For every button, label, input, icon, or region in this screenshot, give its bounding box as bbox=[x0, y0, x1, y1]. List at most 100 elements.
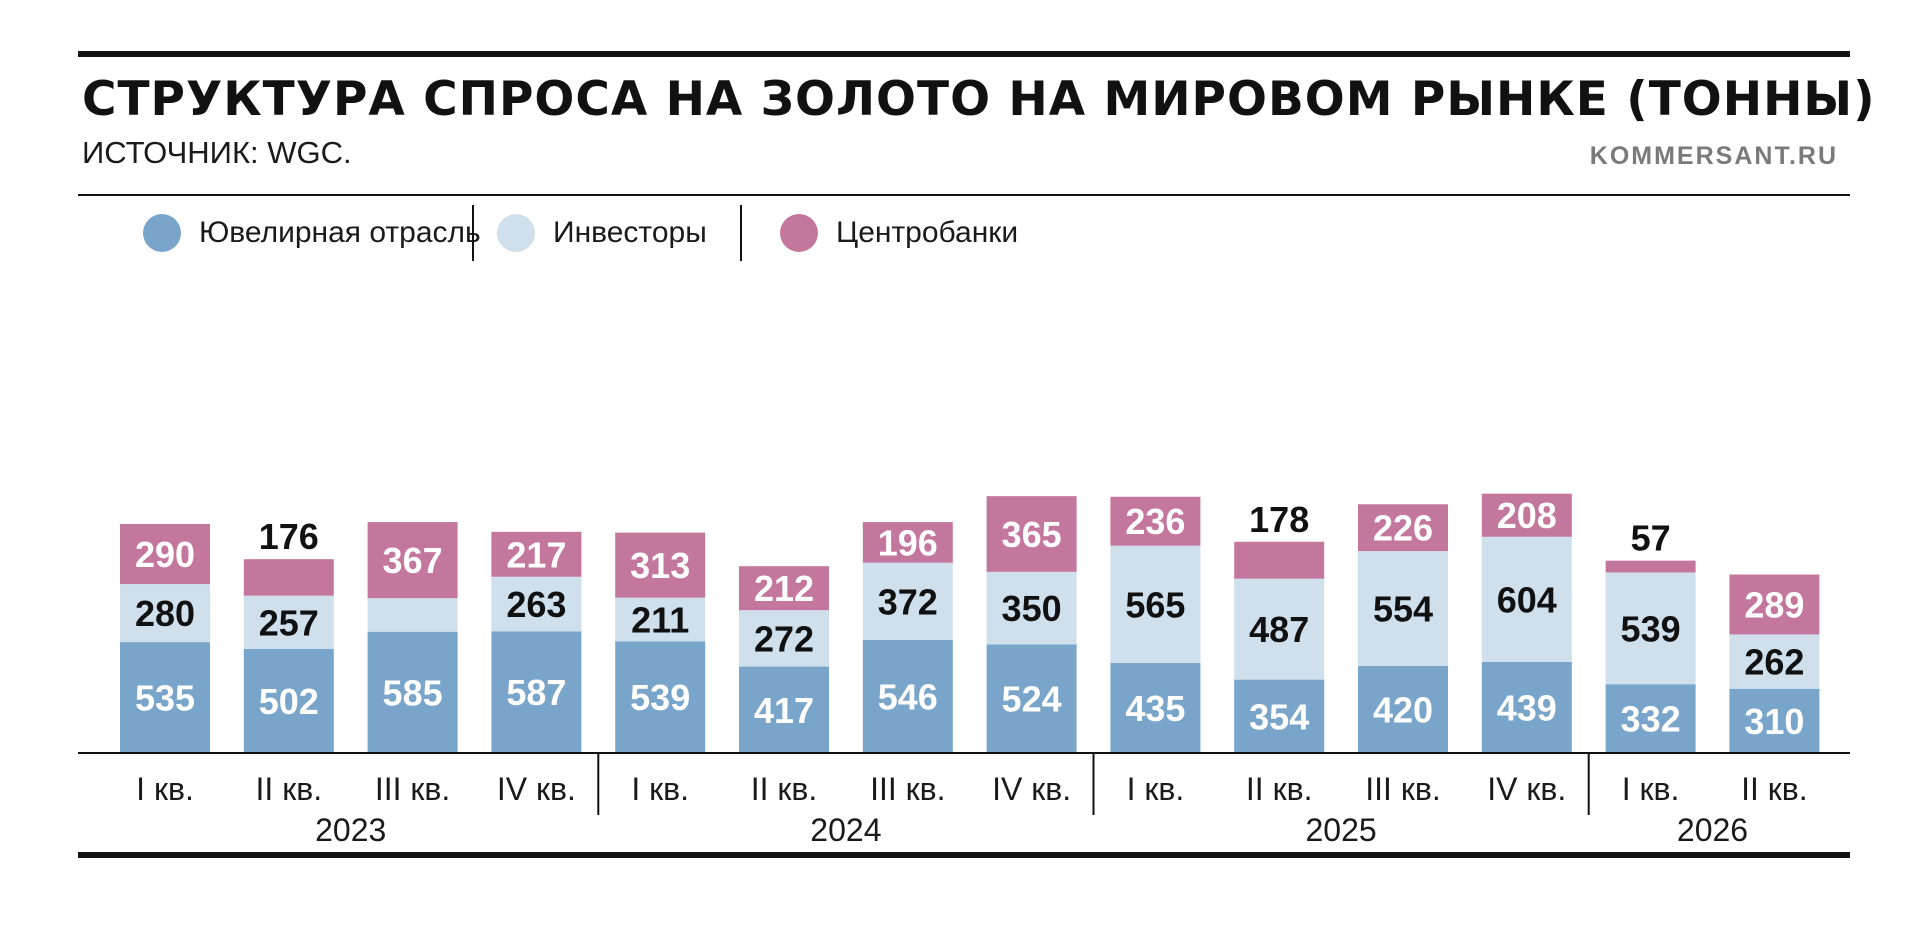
bar-segment-jewelry bbox=[243, 648, 334, 753]
data-label-jewelry: 524 bbox=[1002, 679, 1062, 720]
brand-label: KOMMERSANT.RU bbox=[1589, 142, 1838, 170]
bar-segment-jewelry bbox=[615, 641, 706, 753]
bar-segment-central-banks bbox=[243, 559, 334, 596]
data-label-central-banks: 176 bbox=[259, 516, 319, 557]
bar-segment-investors bbox=[491, 576, 582, 632]
bar-segment-investors bbox=[1729, 634, 1820, 689]
bar-segment-central-banks bbox=[986, 496, 1077, 572]
bar-segment-investors bbox=[1481, 536, 1572, 662]
data-label-central-banks: 290 bbox=[135, 534, 195, 575]
data-label-central-banks: 212 bbox=[754, 568, 814, 609]
bar-segment-central-banks bbox=[1605, 560, 1696, 573]
bar-segment-jewelry bbox=[1481, 661, 1572, 753]
bar-segment-jewelry bbox=[862, 639, 953, 753]
data-label-investors: 257 bbox=[259, 602, 319, 643]
bar-segment-central-banks bbox=[862, 522, 953, 563]
year-label: 2024 bbox=[810, 812, 881, 848]
legend: Ювелирная отрасль Инвесторы Центробанки bbox=[0, 205, 1920, 261]
x-tick-label: I кв. bbox=[631, 771, 689, 807]
data-label-investors: 350 bbox=[1002, 588, 1062, 629]
data-label-central-banks: 226 bbox=[1373, 508, 1433, 549]
legend-item-investors: Инвесторы bbox=[497, 205, 707, 261]
data-label-central-banks: 217 bbox=[506, 534, 566, 575]
data-label-investors: 262 bbox=[1744, 642, 1804, 683]
data-label-investors: 487 bbox=[1249, 609, 1309, 650]
bar-segment-jewelry bbox=[1729, 688, 1820, 753]
bar-segment-investors bbox=[739, 610, 829, 667]
data-label-jewelry: 439 bbox=[1497, 687, 1557, 728]
x-tick-label: I кв. bbox=[1622, 771, 1680, 807]
legend-swatch-investors bbox=[497, 214, 535, 252]
chart-title: СТРУКТУРА СПРОСА НА ЗОЛОТО НА МИРОВОМ РЫ… bbox=[82, 72, 1876, 127]
x-tick-label: III кв. bbox=[1365, 771, 1440, 807]
bar-segment-central-banks bbox=[615, 532, 706, 598]
bar-segment-central-banks bbox=[491, 531, 582, 577]
bar-segment-jewelry bbox=[986, 644, 1077, 753]
data-label-jewelry: 502 bbox=[259, 681, 319, 722]
bar-segment-central-banks bbox=[1358, 504, 1448, 552]
bar-segment-central-banks bbox=[1110, 496, 1201, 546]
bar-segment-central-banks bbox=[1729, 574, 1820, 635]
bar-segment-investors bbox=[1110, 545, 1201, 663]
x-tick-label: III кв. bbox=[870, 771, 945, 807]
legend-separator bbox=[740, 205, 742, 261]
data-label-jewelry: 420 bbox=[1373, 689, 1433, 730]
x-tick-label: IV кв. bbox=[992, 771, 1071, 807]
data-label-central-banks: 367 bbox=[383, 540, 443, 581]
top-rule bbox=[78, 51, 1850, 57]
data-label-central-banks: 289 bbox=[1744, 584, 1804, 625]
x-tick-label: II кв. bbox=[1741, 771, 1808, 807]
bar-segment-jewelry bbox=[1605, 684, 1696, 753]
bar-segment-jewelry bbox=[120, 642, 210, 753]
legend-swatch-central-banks bbox=[780, 214, 818, 252]
data-label-central-banks: 313 bbox=[630, 545, 690, 586]
bar-segment-investors bbox=[367, 598, 458, 632]
legend-item-central-banks: Центробанки bbox=[780, 205, 1018, 261]
x-tick-label: IV кв. bbox=[497, 771, 576, 807]
data-label-investors: 604 bbox=[1497, 579, 1557, 620]
data-label-jewelry: 539 bbox=[630, 677, 690, 718]
bar-segment-jewelry bbox=[367, 631, 458, 753]
data-label-jewelry: 417 bbox=[754, 690, 814, 731]
bar-segment-central-banks bbox=[120, 523, 210, 585]
bar-segment-jewelry bbox=[1110, 662, 1201, 753]
legend-label-investors: Инвесторы bbox=[553, 216, 707, 249]
bar-segment-investors bbox=[862, 562, 953, 640]
bar-segment-investors bbox=[243, 595, 334, 649]
data-label-central-banks: 178 bbox=[1249, 499, 1309, 540]
bar-segment-investors bbox=[1234, 578, 1325, 680]
data-label-jewelry: 435 bbox=[1125, 688, 1185, 729]
data-label-jewelry: 310 bbox=[1744, 701, 1804, 742]
data-label-central-banks: 208 bbox=[1497, 495, 1557, 536]
year-label: 2023 bbox=[315, 812, 386, 848]
bar-segment-jewelry bbox=[491, 631, 582, 753]
data-label-investors: 263 bbox=[506, 584, 566, 625]
bar-segment-investors bbox=[615, 597, 706, 642]
x-tick-label: II кв. bbox=[256, 771, 323, 807]
bar-segment-jewelry bbox=[739, 666, 829, 753]
data-label-jewelry: 585 bbox=[383, 672, 443, 713]
x-tick-label: I кв. bbox=[136, 771, 194, 807]
data-label-jewelry: 535 bbox=[135, 678, 195, 719]
data-label-investors: 539 bbox=[1621, 608, 1681, 649]
data-label-central-banks: 196 bbox=[878, 522, 938, 563]
bar-segment-central-banks bbox=[367, 522, 458, 599]
bar-segment-jewelry bbox=[1358, 665, 1448, 753]
bar-segment-investors bbox=[1358, 551, 1448, 666]
data-label-central-banks: 57 bbox=[1631, 518, 1671, 559]
source-note: ИСТОЧНИК: WGC. bbox=[82, 135, 352, 170]
bar-segment-central-banks bbox=[1481, 493, 1572, 537]
header-divider bbox=[78, 194, 1850, 196]
data-label-jewelry: 546 bbox=[878, 676, 938, 717]
data-label-jewelry: 354 bbox=[1249, 696, 1309, 737]
bar-segment-central-banks bbox=[1234, 541, 1325, 579]
legend-separator bbox=[472, 205, 474, 261]
x-tick-label: I кв. bbox=[1127, 771, 1185, 807]
bar-segment-central-banks bbox=[739, 566, 829, 611]
year-label: 2026 bbox=[1677, 812, 1748, 848]
bottom-rule bbox=[78, 852, 1850, 858]
data-label-investors: 280 bbox=[135, 593, 195, 634]
data-label-investors: 565 bbox=[1125, 584, 1185, 625]
x-tick-label: II кв. bbox=[751, 771, 818, 807]
